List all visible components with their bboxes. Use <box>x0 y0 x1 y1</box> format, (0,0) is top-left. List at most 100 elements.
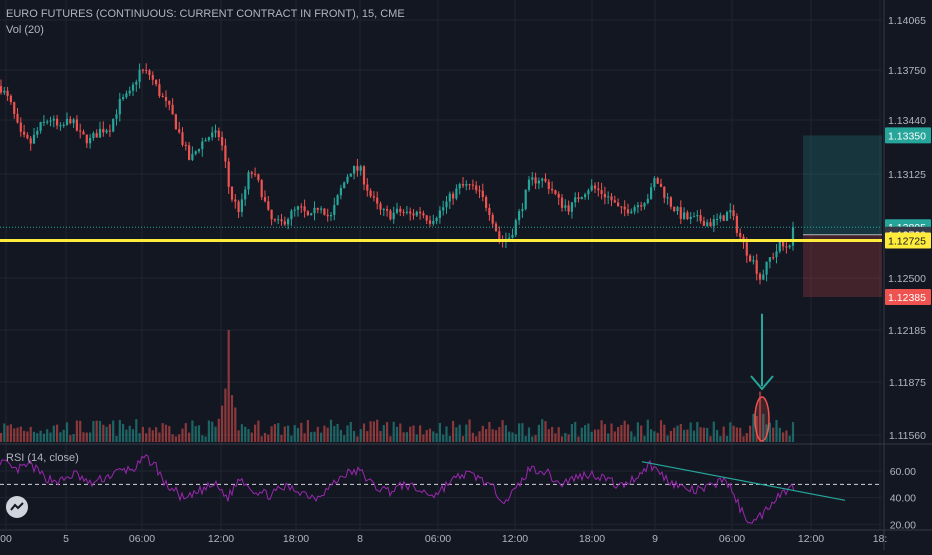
volume-bar <box>623 420 626 442</box>
volume-bar <box>478 431 481 442</box>
tradingview-logo-icon[interactable] <box>6 496 28 518</box>
volume-bar <box>435 433 438 442</box>
volume-bar <box>277 423 280 442</box>
volume-bar <box>108 424 111 442</box>
candle-body <box>752 260 755 262</box>
volume-bar <box>184 423 187 442</box>
volume-bar <box>138 433 141 442</box>
down-arrow-head-icon[interactable] <box>750 375 774 391</box>
take-profit-zone[interactable] <box>803 135 882 235</box>
candle-body <box>461 184 465 186</box>
horizontal-lines[interactable] <box>0 226 882 243</box>
volume-bar <box>155 427 158 442</box>
candle-body <box>379 203 382 210</box>
price-axis[interactable]: 1.14065 1.13750 1.13440 1.13125 1.12500 1.121… <box>885 15 931 531</box>
candle-body <box>755 260 758 274</box>
candle-body <box>221 136 224 146</box>
volume-bar <box>237 430 240 442</box>
candle-body <box>518 211 521 221</box>
price-label-badge-stop-loss[interactable] <box>885 288 931 305</box>
candle-body <box>709 222 712 227</box>
volume-bar <box>560 436 564 442</box>
candle-body <box>587 190 590 195</box>
rsi-trendline[interactable] <box>641 461 846 501</box>
volume-spike-highlight[interactable] <box>754 396 770 442</box>
time-tick-label: 18:00 <box>283 533 309 545</box>
volume-bar <box>448 435 451 442</box>
volume-bar <box>65 422 69 442</box>
time-tick-label: 06:00 <box>425 533 451 545</box>
candle-body <box>353 165 356 174</box>
volume-bar <box>16 427 19 442</box>
volume-bar <box>300 422 303 442</box>
volume-bar <box>508 431 511 442</box>
candle-body <box>610 196 613 201</box>
volume-bar <box>254 424 257 442</box>
candle-body <box>564 205 567 208</box>
candle-body <box>52 118 55 121</box>
candle-body <box>772 257 775 259</box>
candle-body <box>620 206 623 208</box>
candle-body <box>683 212 686 219</box>
volume-bar <box>683 429 686 442</box>
volume-bar <box>541 419 544 442</box>
volume-bar <box>689 422 692 442</box>
volume-bar <box>336 423 339 442</box>
volume-bar <box>174 436 177 442</box>
volume-bar <box>270 426 273 442</box>
candle-body <box>432 221 435 224</box>
volume-bar <box>676 425 679 442</box>
candle-body <box>541 178 544 181</box>
candle-body <box>293 209 296 211</box>
volume-bar <box>702 427 705 442</box>
candle-body <box>214 130 217 133</box>
volume-bar <box>650 429 653 442</box>
price-label-badge-support[interactable] <box>885 232 931 249</box>
volume-bar <box>749 425 752 442</box>
volume-bar <box>471 432 474 442</box>
volume-bar <box>415 434 418 442</box>
candle-body <box>603 193 606 198</box>
volume-bar <box>452 420 455 442</box>
rsi-tick-label: 20.00 <box>890 519 916 531</box>
candle-body <box>62 124 65 126</box>
volume-bar <box>221 405 224 442</box>
volume-bar <box>626 424 630 442</box>
volume-bar <box>178 434 181 442</box>
volume-bar <box>593 429 597 442</box>
volume-bar <box>320 432 323 442</box>
volume-bar <box>613 431 616 442</box>
volume-bar <box>514 434 517 442</box>
volume-bar <box>488 421 491 442</box>
candle-body <box>95 133 98 138</box>
price-tick-label: 1.13440 <box>888 115 926 127</box>
candle-body <box>640 205 643 207</box>
volume-bar <box>290 435 293 442</box>
volume-bar <box>366 431 369 442</box>
price-tick-label: 1.13125 <box>888 169 926 181</box>
candle-body <box>135 81 138 85</box>
volume-bar <box>392 421 395 442</box>
volume-bar <box>148 427 151 442</box>
long-position-tool[interactable] <box>803 135 882 297</box>
candle-body <box>145 69 148 71</box>
volume-bar <box>230 395 234 442</box>
candle-body <box>666 197 669 199</box>
time-tick-label: 12:00 <box>208 533 234 545</box>
volume-bar <box>376 419 379 442</box>
price-label-badge-take-profit[interactable] <box>885 127 931 144</box>
annotations[interactable] <box>750 313 774 442</box>
candle-body <box>240 199 243 213</box>
candle-body <box>537 180 540 184</box>
volume-bar <box>257 420 260 442</box>
volume-bar <box>646 419 649 442</box>
volume-bar <box>59 432 62 442</box>
time-axis[interactable]: 00 5 06:00 12:00 18:00 8 06:00 12:00 18:00 9 06:00… <box>0 533 887 545</box>
time-tick-label: 00 <box>0 533 12 545</box>
candle-body <box>524 189 527 210</box>
volume-bar <box>211 421 214 442</box>
volume-bar <box>168 426 171 442</box>
stop-loss-zone[interactable] <box>803 234 882 297</box>
